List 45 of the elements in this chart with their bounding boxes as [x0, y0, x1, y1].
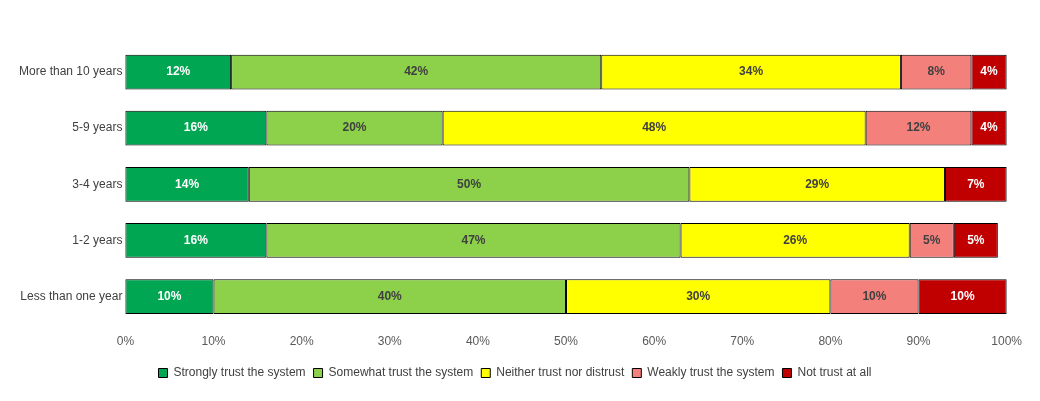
x-tick-label: 90%: [906, 334, 931, 349]
legend-label: Neither trust nor distrust: [496, 365, 625, 380]
data-label: 34%: [739, 64, 764, 79]
data-label: 12%: [906, 120, 931, 135]
data-label: 48%: [642, 120, 667, 135]
x-tick-label: 30%: [377, 334, 403, 349]
data-label: 40%: [377, 288, 403, 303]
y-tick-label: Less than one year: [20, 288, 123, 303]
data-label: 10%: [862, 288, 887, 303]
x-tick-label: 60%: [642, 334, 667, 349]
y-tick-label: 3-4 years: [72, 176, 123, 191]
x-tick-label: 0%: [116, 334, 135, 349]
data-label: 10%: [157, 288, 182, 303]
data-label: 4%: [980, 64, 999, 79]
data-label: 12%: [166, 64, 191, 79]
data-label: 5%: [967, 232, 985, 247]
x-tick-label: 70%: [730, 334, 755, 349]
data-label: 14%: [175, 176, 200, 191]
data-label: 50%: [457, 176, 482, 191]
data-label: 26%: [783, 232, 808, 247]
data-label: 20%: [342, 120, 367, 135]
legend-label: Weakly trust the system: [647, 365, 775, 380]
x-tick-label: 10%: [201, 334, 226, 349]
legend-label: Somewhat trust the system: [328, 365, 474, 380]
data-label: 29%: [805, 176, 830, 191]
data-label: 30%: [686, 288, 711, 303]
data-label: 8%: [927, 64, 946, 79]
y-tick-label: 5-9 years: [72, 120, 123, 135]
y-tick-label: More than 10 years: [19, 64, 123, 79]
data-label: 16%: [183, 232, 209, 247]
data-label: 5%: [923, 232, 941, 247]
data-label: 4%: [980, 120, 999, 135]
x-tick-label: 20%: [289, 334, 314, 349]
x-tick-label: 80%: [818, 334, 843, 349]
data-label: 47%: [461, 232, 486, 247]
x-tick-label: 100%: [991, 334, 1023, 349]
legend-label: Not trust at all: [797, 365, 872, 380]
data-label: 42%: [404, 64, 429, 79]
x-tick-label: 40%: [465, 334, 491, 349]
y-tick-label: 1-2 years: [72, 232, 123, 247]
x-tick-label: 50%: [554, 334, 579, 349]
data-label: 16%: [183, 120, 209, 135]
data-label: 10%: [950, 288, 975, 303]
legend-label: Strongly trust the system: [173, 365, 306, 380]
data-label: 7%: [967, 176, 985, 191]
